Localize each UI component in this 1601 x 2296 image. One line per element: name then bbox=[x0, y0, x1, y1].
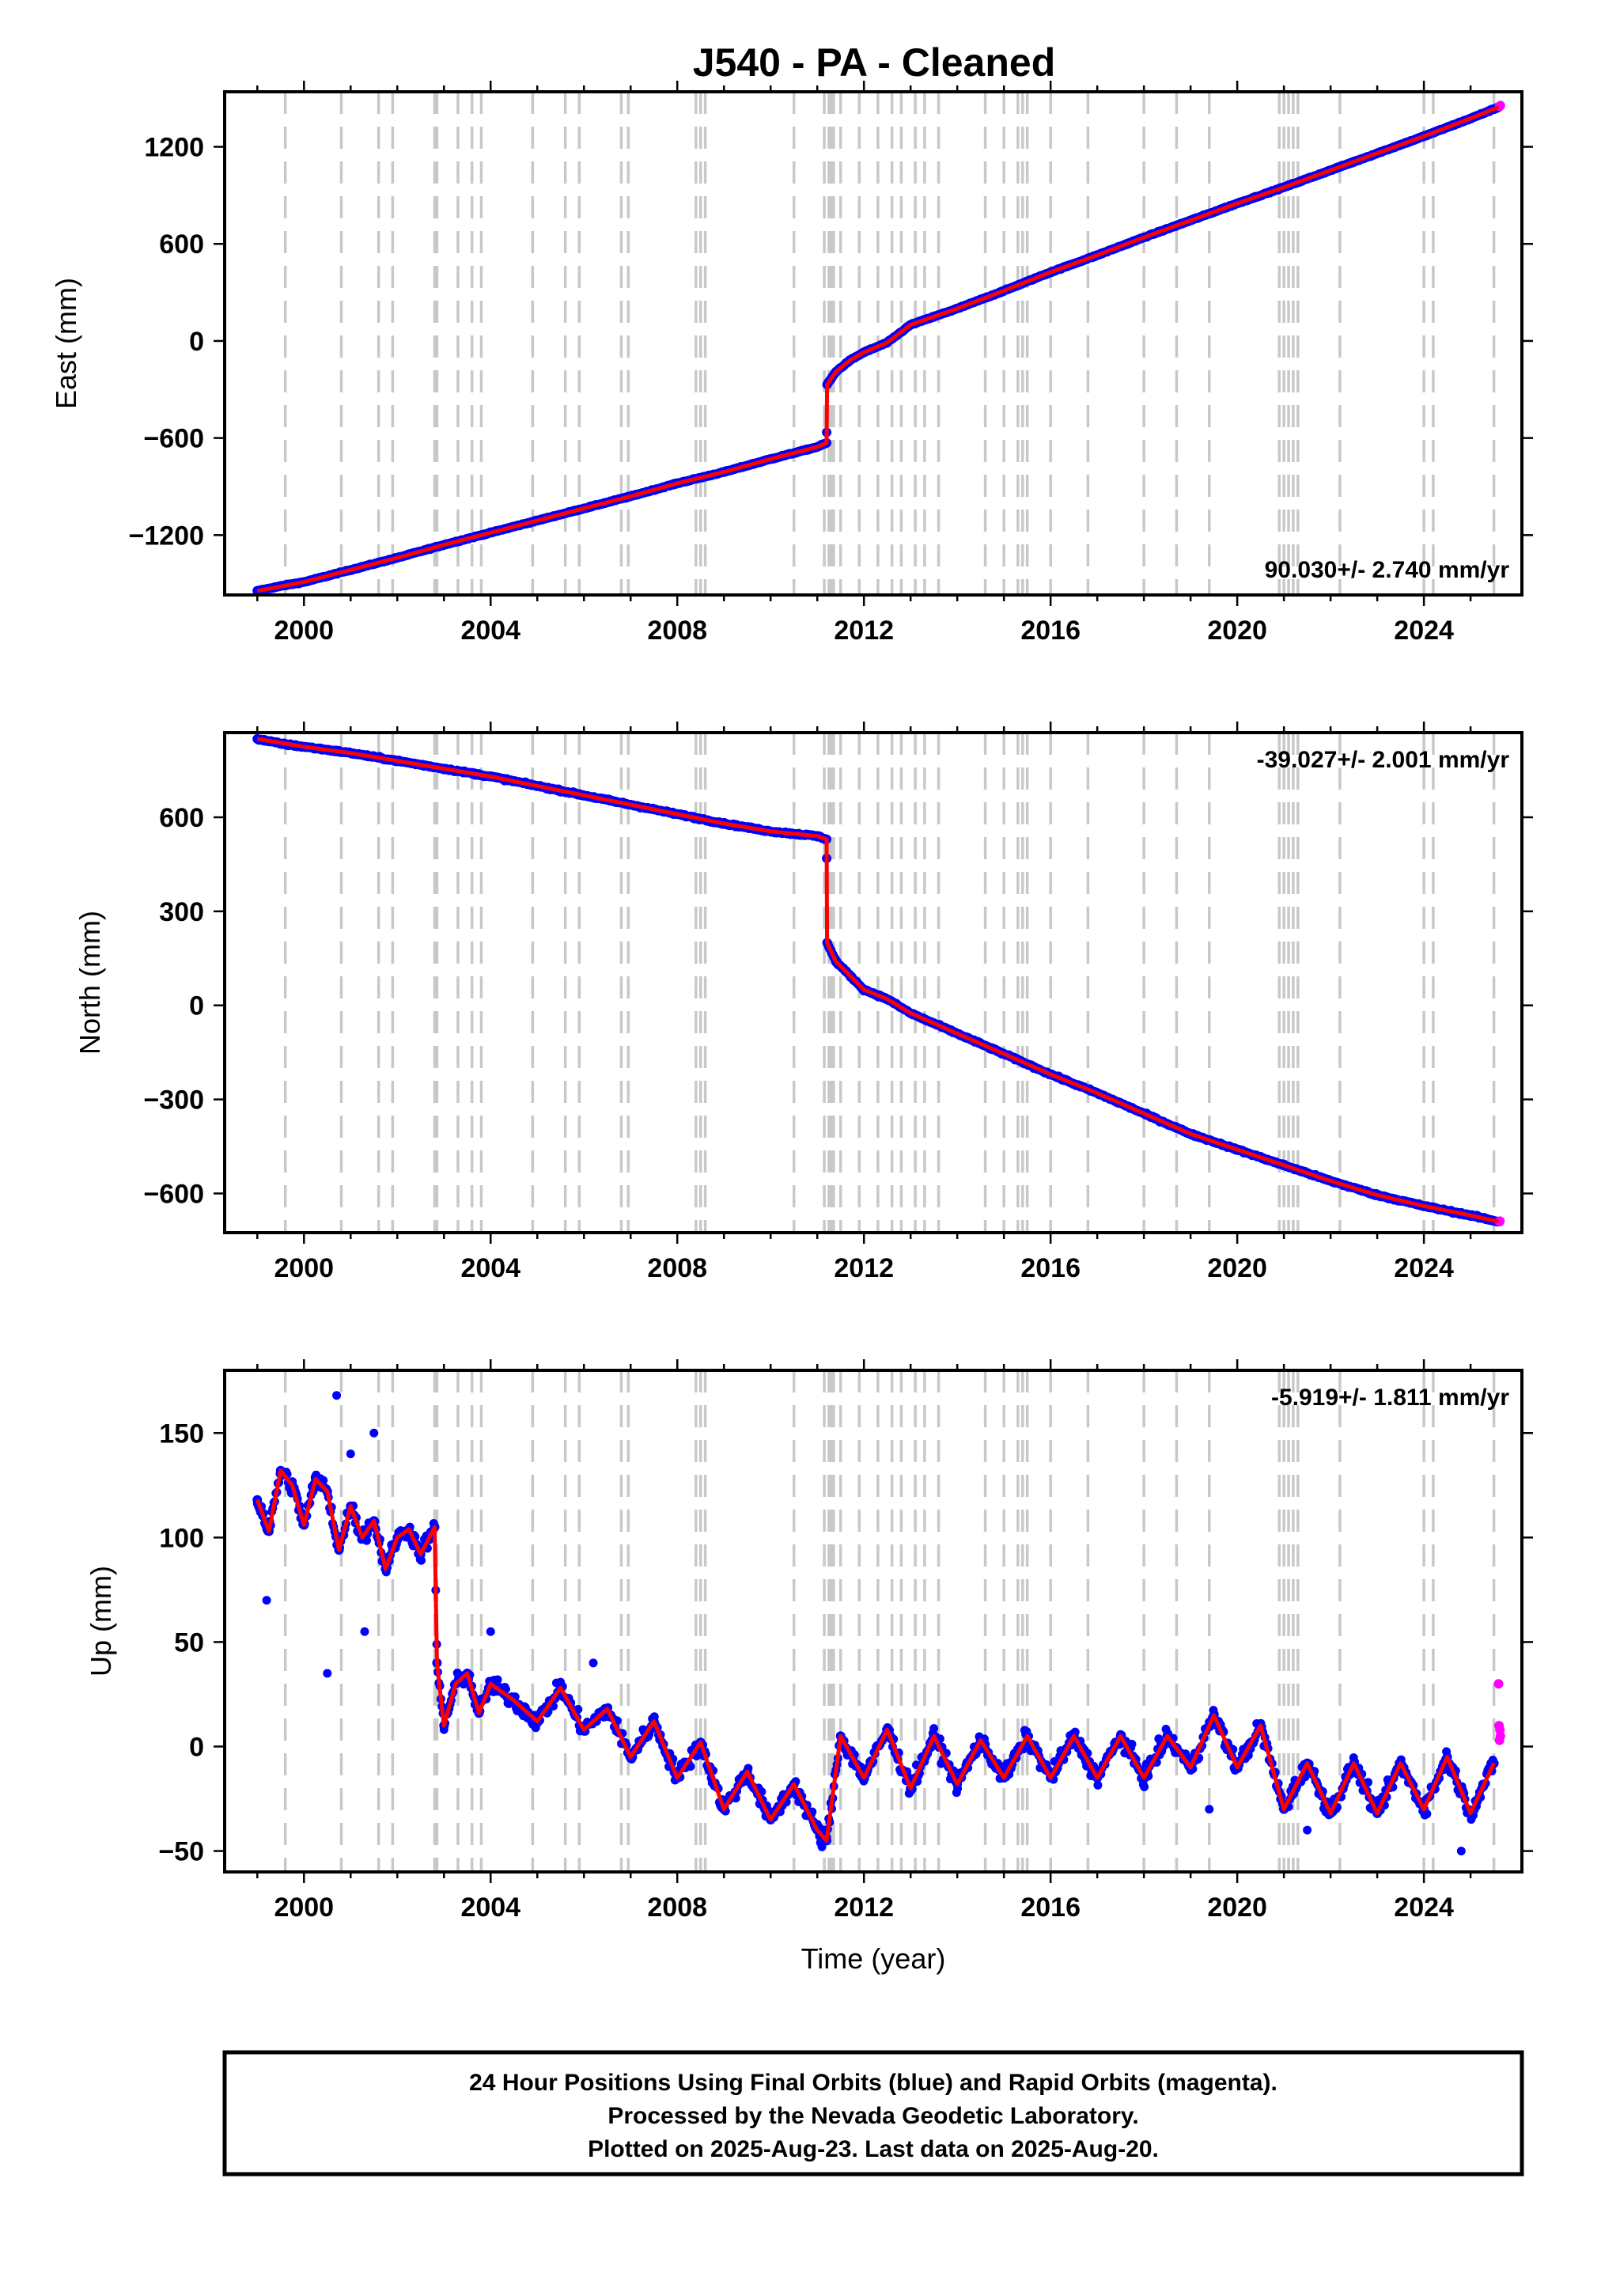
x-tick-label: 2004 bbox=[460, 616, 520, 646]
x-tick-label: 2024 bbox=[1394, 616, 1454, 646]
outlier-point bbox=[1303, 1825, 1312, 1835]
y-tick-label: −600 bbox=[143, 1179, 204, 1209]
y-tick-label: 50 bbox=[174, 1627, 204, 1658]
rapid-point bbox=[1495, 1731, 1505, 1741]
footer-line-3: Plotted on 2025-Aug-23. Last data on 202… bbox=[588, 2136, 1159, 2162]
x-tick-label: 2012 bbox=[834, 1253, 894, 1283]
x-tick-label: 2020 bbox=[1207, 616, 1267, 646]
rapid-point bbox=[1493, 1679, 1504, 1689]
y-tick-label: −300 bbox=[143, 1085, 204, 1116]
x-tick-label: 2000 bbox=[274, 616, 334, 646]
velocity-label: -5.919+/- 1.811 mm/yr bbox=[1271, 1385, 1509, 1411]
position-point bbox=[1140, 1782, 1149, 1791]
x-tick-label: 2016 bbox=[1020, 1253, 1081, 1283]
panel-up: 2000 2004 2008 2012 2016 2020 2024 −50 0 50 100 150… bbox=[85, 1359, 1533, 1975]
y-tick-label: 600 bbox=[159, 803, 204, 833]
y-tick-label: −50 bbox=[158, 1837, 204, 1867]
x-tick-label: 2000 bbox=[274, 1253, 334, 1283]
model-line bbox=[256, 737, 1500, 1224]
y-tick-label: 100 bbox=[159, 1523, 204, 1553]
y-tick-label: 150 bbox=[159, 1419, 204, 1449]
x-tick-label: 2004 bbox=[460, 1253, 520, 1283]
panel-frame bbox=[223, 1369, 1523, 1874]
x-tick-label: 2008 bbox=[647, 616, 707, 646]
velocity-label: -39.027+/- 2.001 mm/yr bbox=[1257, 747, 1510, 773]
footer-line-1: 24 Hour Positions Using Final Orbits (bl… bbox=[469, 2070, 1277, 2096]
outlier-point bbox=[323, 1669, 332, 1678]
x-tick-label: 2016 bbox=[1020, 1892, 1081, 1923]
footer-frame bbox=[222, 2050, 1524, 2177]
outlier-point bbox=[1456, 1847, 1466, 1856]
x-tick-label: 2024 bbox=[1394, 1892, 1454, 1923]
y-tick-label: 600 bbox=[159, 229, 204, 260]
y-axis-title: North (mm) bbox=[74, 911, 106, 1055]
model-line bbox=[256, 105, 1500, 593]
y-tick-label: 1200 bbox=[144, 133, 204, 163]
plot-area bbox=[252, 733, 1505, 1233]
x-tick-label: 2012 bbox=[834, 1892, 894, 1923]
x-tick-label: 2020 bbox=[1207, 1892, 1267, 1923]
x-tick-label: 2008 bbox=[647, 1253, 707, 1283]
panel-east: 2000 2004 2008 2012 2016 2020 2024 −1200 −600 0 60… bbox=[50, 81, 1533, 646]
outlier-point bbox=[262, 1596, 271, 1605]
x-tick-label: 2008 bbox=[647, 1892, 707, 1923]
y-tick-label: −600 bbox=[143, 424, 204, 454]
position-point bbox=[1093, 1780, 1103, 1790]
outlier-point bbox=[346, 1449, 355, 1459]
panels-group: 2000 2004 2008 2012 2016 2020 2024 −1200 −600 0 60… bbox=[50, 81, 1533, 1975]
outlier-point bbox=[360, 1627, 369, 1636]
y-axis-title: East (mm) bbox=[50, 278, 82, 409]
x-tick-label: 2024 bbox=[1394, 1253, 1454, 1283]
panel-frame bbox=[223, 90, 1523, 597]
velocity-label: 90.030+/- 2.740 mm/yr bbox=[1265, 557, 1510, 583]
x-tick-label: 2020 bbox=[1207, 1253, 1267, 1283]
y-tick-label: −1200 bbox=[129, 521, 205, 551]
position-point bbox=[1127, 1740, 1137, 1749]
outlier-point bbox=[486, 1627, 495, 1636]
final-orbit-points bbox=[252, 1391, 1499, 1856]
y-tick-label: 0 bbox=[189, 327, 204, 357]
chart-title: J540 - PA - Cleaned bbox=[693, 40, 1056, 85]
panel-north: 2000 2004 2008 2012 2016 2020 2024 −600 −300 0 300… bbox=[74, 722, 1533, 1283]
outlier-point bbox=[589, 1658, 598, 1668]
plot-area bbox=[252, 92, 1505, 595]
position-point bbox=[493, 1675, 502, 1684]
x-tick-label: 2016 bbox=[1020, 616, 1081, 646]
outlier-point bbox=[369, 1428, 379, 1438]
rapid-orbit-points bbox=[1493, 1679, 1505, 1745]
outlier-point bbox=[817, 1842, 827, 1851]
x-tick-label: 2012 bbox=[834, 616, 894, 646]
plot-area bbox=[252, 1370, 1505, 1872]
y-axis-title: Up (mm) bbox=[85, 1566, 117, 1677]
footer-box: 24 Hour Positions Using Final Orbits (bl… bbox=[222, 2050, 1524, 2177]
outlier-point bbox=[1205, 1805, 1214, 1814]
outlier-point bbox=[332, 1391, 342, 1400]
position-point bbox=[929, 1724, 939, 1733]
x-tick-label: 2000 bbox=[274, 1892, 334, 1923]
y-tick-label: 0 bbox=[189, 1733, 204, 1763]
y-tick-label: 300 bbox=[159, 897, 204, 927]
x-tick-label: 2004 bbox=[460, 1892, 520, 1923]
x-axis-title: Time (year) bbox=[801, 1942, 946, 1975]
model-line bbox=[255, 1468, 1496, 1843]
y-tick-label: 0 bbox=[189, 991, 204, 1021]
footer-line-2: Processed by the Nevada Geodetic Laborat… bbox=[607, 2103, 1138, 2129]
panel-frame bbox=[223, 731, 1523, 1234]
